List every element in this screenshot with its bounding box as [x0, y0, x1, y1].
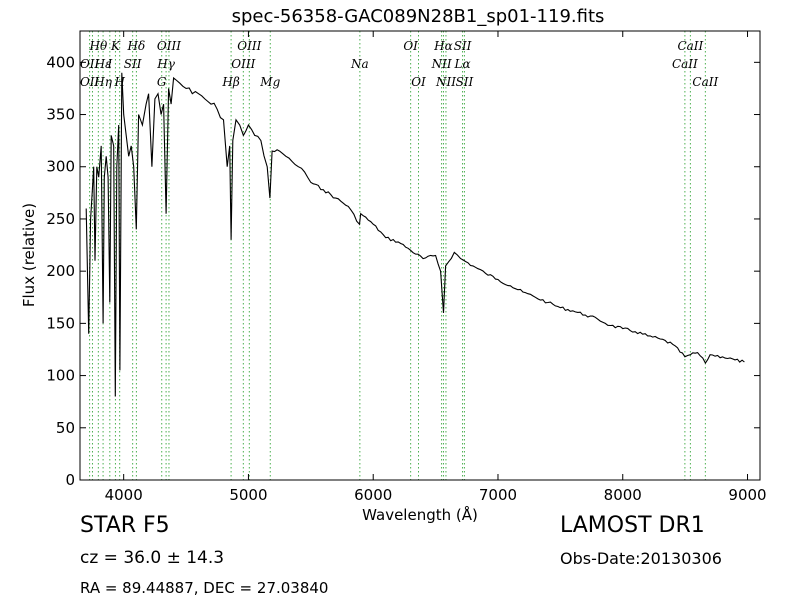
line-label: Hβ [221, 75, 239, 89]
line-label: Hγ [156, 57, 175, 71]
y-tick-label: 400 [46, 53, 75, 71]
line-label: OIII [231, 57, 255, 71]
line-label: Hδ [127, 39, 146, 53]
y-tick-label: 100 [46, 367, 75, 385]
y-tick-label: 250 [46, 210, 75, 228]
y-tick-label: 200 [46, 262, 75, 280]
line-label: I [106, 57, 112, 71]
line-label: Na [350, 57, 369, 71]
line-label: H [113, 75, 125, 89]
plot-frame [79, 30, 761, 481]
ra-dec-coordinates: RA = 89.44887, DEC = 27.03840 [80, 579, 329, 597]
y-tick-label: 150 [46, 314, 75, 332]
line-label: OI [411, 75, 426, 89]
star-classification: STAR F5 [80, 513, 170, 538]
x-tick-label: 6000 [354, 486, 392, 504]
line-label: CaII [677, 39, 703, 53]
y-axis-label: Flux (relative) [20, 203, 38, 307]
line-label: K [110, 39, 121, 53]
x-axis-label: Wavelength (Å) [362, 505, 478, 524]
line-label: OIII [157, 39, 181, 53]
y-tick-label: 300 [46, 158, 75, 176]
emission-line-markers [89, 31, 706, 480]
line-label: Mg [259, 75, 280, 89]
line-label: OIII [237, 39, 261, 53]
x-tick-label: 8000 [604, 486, 642, 504]
x-tick-label: 5000 [229, 486, 267, 504]
line-label: SII [124, 57, 142, 71]
line-label: Hε [94, 57, 112, 71]
y-axis-ticks: 0 50 100 150 200 250 300 350 400 [46, 53, 760, 489]
line-label: OII [80, 75, 100, 89]
line-label: SII [456, 75, 474, 89]
x-tick-label: 9000 [728, 486, 766, 504]
line-label: CaII [692, 75, 718, 89]
line-label: Hη [93, 75, 112, 89]
observation-date: Obs-Date:20130306 [560, 549, 722, 568]
line-label: OII [80, 57, 100, 71]
line-label: NII [435, 75, 456, 89]
y-tick-label: 50 [56, 419, 75, 437]
survey-name: LAMOST DR1 [560, 513, 705, 538]
line-label: OI [403, 39, 418, 53]
redshift-cz: cz = 36.0 ± 14.3 [80, 548, 225, 568]
line-label: CaII [672, 57, 698, 71]
x-tick-label: 7000 [479, 486, 517, 504]
chart-title: spec-56358-GAC089N28B1_sp01-119.fits [232, 6, 605, 27]
line-label: Lα [454, 57, 471, 71]
line-label: G [157, 75, 167, 89]
line-label: Hθ [88, 39, 107, 53]
y-tick-label: 350 [46, 106, 75, 124]
y-tick-label: 0 [65, 471, 75, 489]
x-axis-ticks: 4000 5000 6000 7000 8000 9000 [105, 31, 767, 504]
line-label: NII [431, 57, 452, 71]
line-label: Hα [433, 39, 453, 53]
line-label: SII [454, 39, 472, 53]
x-tick-label: 4000 [105, 486, 143, 504]
spectrum-series-line [85, 72, 745, 397]
